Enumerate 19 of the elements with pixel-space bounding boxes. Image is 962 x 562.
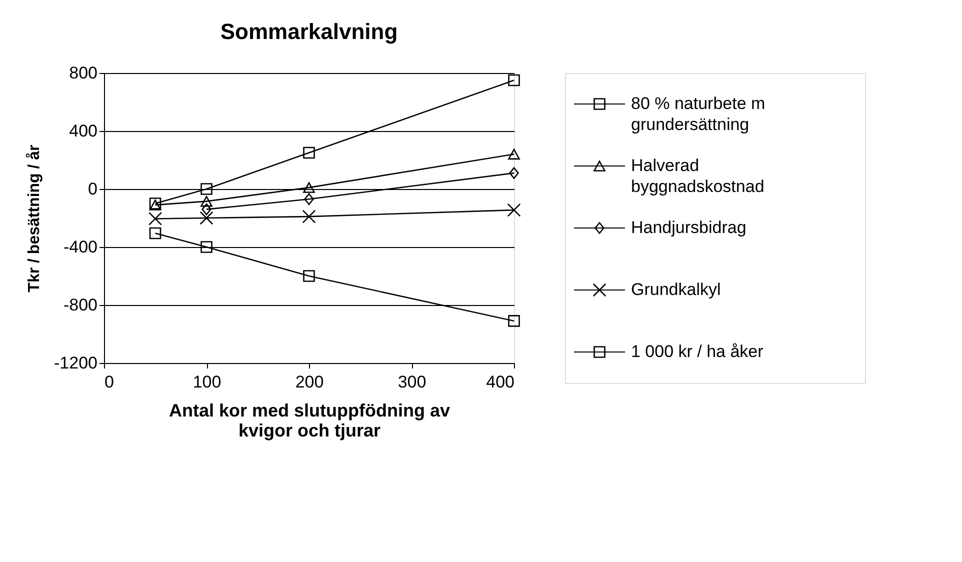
x-tick-label: 200 [295,372,324,392]
y-axis-title: Tkr / besättning / år [25,144,44,292]
legend-label: 80 % naturbete m grundersättning [631,94,766,134]
y-tick-label: 0 [88,180,98,198]
y-tick-label: -400 [63,238,98,256]
legend-label: 1 000 kr / ha åker [631,342,764,361]
x-tick-label: 400 [486,372,514,392]
x-tick-label: 100 [192,372,222,392]
y-tick-label: 400 [69,122,98,140]
legend-label: Halverad byggnadskostnad [631,156,764,196]
x-tick-label: 0 [104,372,114,392]
legend-label: Grundkalkyl [631,280,721,299]
x-axis-title: Antal kor med slutuppfödning av kvigor och tjurar [168,400,450,440]
y-tick-label: -800 [63,296,98,314]
y-tick-label: -1200 [54,354,98,372]
chart-title: Sommarkalvning [220,19,398,44]
legend-label: Handjursbidrag [631,218,746,237]
y-tick-label: 800 [69,64,98,82]
x-tick-label: 300 [398,372,426,392]
